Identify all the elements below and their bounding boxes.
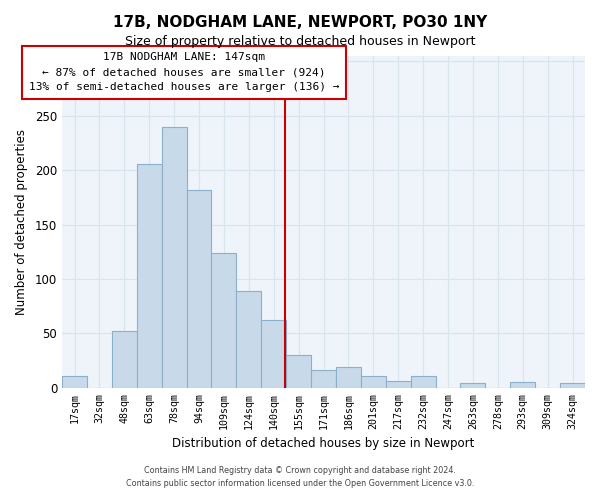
Bar (560, 384, 585, 388)
Bar (211, 253, 236, 388)
Bar (236, 291, 261, 388)
Bar (112, 331, 137, 388)
Bar (62, 376, 87, 388)
Bar (510, 382, 535, 388)
Bar (460, 384, 485, 388)
Text: 17B NODGHAM LANE: 147sqm
← 87% of detached houses are smaller (924)
13% of semi-: 17B NODGHAM LANE: 147sqm ← 87% of detach… (29, 52, 340, 92)
Bar (161, 126, 187, 388)
Bar (137, 164, 161, 388)
Bar (187, 190, 211, 388)
X-axis label: Distribution of detached houses by size in Newport: Distribution of detached houses by size … (172, 437, 475, 450)
Bar (311, 370, 336, 388)
Bar (261, 320, 286, 388)
Bar (336, 367, 361, 388)
Bar (410, 376, 436, 388)
Bar (286, 355, 311, 388)
Y-axis label: Number of detached properties: Number of detached properties (15, 129, 28, 315)
Text: Contains HM Land Registry data © Crown copyright and database right 2024.
Contai: Contains HM Land Registry data © Crown c… (126, 466, 474, 487)
Bar (361, 376, 386, 388)
Text: Size of property relative to detached houses in Newport: Size of property relative to detached ho… (125, 35, 475, 48)
Bar (386, 382, 410, 388)
Text: 17B, NODGHAM LANE, NEWPORT, PO30 1NY: 17B, NODGHAM LANE, NEWPORT, PO30 1NY (113, 15, 487, 30)
